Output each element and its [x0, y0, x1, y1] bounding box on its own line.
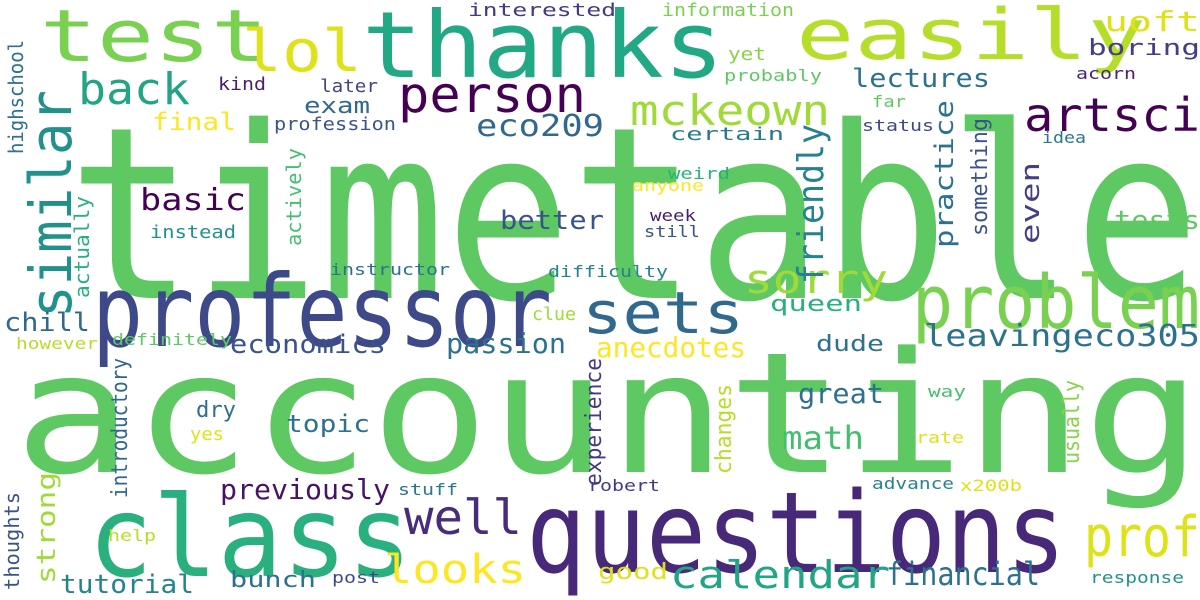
word-calendar: calendar	[670, 553, 890, 597]
word-week: week	[650, 206, 696, 225]
word-changes: changes	[712, 384, 737, 474]
word-introductory: introductory	[108, 358, 133, 498]
word-friendly: friendly	[791, 124, 832, 284]
word-class: class	[88, 473, 412, 600]
word-way: way	[928, 382, 966, 401]
word-status: status	[862, 116, 934, 135]
word-even: even	[1016, 162, 1046, 244]
word-certain: certain	[670, 124, 784, 145]
word-leavingeco305: leavingeco305	[924, 319, 1200, 354]
word-information: information	[662, 0, 794, 21]
word-profession: profession	[274, 114, 396, 135]
word-however: however	[16, 334, 98, 353]
word-anecdotes: anecdotes	[596, 331, 746, 364]
word-strong: strong	[32, 472, 62, 584]
word-timetable: timetable	[68, 75, 1200, 355]
word-yes: yes	[190, 424, 224, 445]
word-something: something	[968, 118, 993, 236]
word-problem: problem	[912, 260, 1200, 346]
word-help: help	[108, 526, 156, 545]
word-back: back	[78, 64, 190, 115]
word-stuff: stuff	[398, 480, 458, 499]
word-math: math	[782, 419, 864, 457]
word-sets: sets	[582, 279, 744, 347]
word-thoughts: thoughts	[0, 492, 24, 590]
word-difficulty: difficulty	[548, 262, 668, 281]
word-boring: boring	[1088, 36, 1200, 61]
word-acorn: acorn	[1076, 64, 1136, 83]
word-economics: economics	[230, 330, 386, 360]
word-lectures: lectures	[852, 64, 990, 94]
word-actually: actually	[70, 196, 94, 298]
word-eco209: eco209	[476, 109, 604, 144]
word-probably: probably	[724, 66, 822, 85]
word-looks: looks	[384, 547, 526, 593]
word-usually: usually	[1060, 380, 1085, 464]
word-previously: previously	[220, 473, 390, 506]
word-instructor: instructor	[330, 260, 450, 279]
word-idea: idea	[1042, 128, 1086, 147]
word-robert: robert	[588, 476, 660, 495]
word-good: good	[598, 560, 668, 585]
word-dude: dude	[816, 332, 884, 357]
word-definitely: definitely	[112, 330, 232, 349]
word-experience: experience	[582, 358, 607, 486]
word-final: final	[152, 108, 236, 136]
word-passion: passion	[446, 327, 566, 360]
word-interested: interested	[468, 0, 616, 21]
word-actively: actively	[282, 148, 306, 246]
word-financial: financial	[886, 555, 1040, 593]
word-sorry: sorry	[744, 257, 888, 303]
word-great: great	[798, 377, 884, 410]
word-better: better	[500, 206, 604, 236]
word-thanks: thanks	[362, 0, 724, 99]
word-queen: queen	[770, 292, 862, 317]
word-clue: clue	[532, 304, 576, 325]
word-yet: yet	[728, 44, 766, 65]
word-tests: tests	[1114, 206, 1200, 236]
word-practice: practice	[930, 100, 960, 248]
word-test: test	[40, 0, 268, 78]
word-advance: advance	[872, 474, 954, 493]
word-later: later	[320, 76, 378, 97]
word-rate: rate	[916, 428, 964, 447]
word-tutorial: tutorial	[60, 570, 194, 600]
word-post: post	[332, 568, 380, 587]
word-easily: easily	[796, 0, 1146, 76]
word-questions: questions	[526, 469, 1066, 599]
word-chill: chill	[4, 308, 90, 338]
word-kind: kind	[218, 74, 266, 95]
word-uoft: uoft	[1104, 5, 1200, 38]
word-x200b: x200b	[960, 476, 1022, 495]
word-exam: exam	[304, 94, 370, 119]
word-artsci: artsci	[1024, 88, 1200, 142]
word-instead: instead	[150, 222, 236, 243]
word-far: far	[872, 92, 906, 111]
word-prof: prof	[1084, 505, 1200, 570]
word-lol: lol	[242, 17, 362, 85]
word-topic: topic	[286, 410, 370, 438]
word-accounting: accounting	[14, 316, 1200, 512]
word-mckeown: mckeown	[630, 86, 830, 135]
word-highschool: highschool	[4, 40, 28, 154]
word-bunch: bunch	[230, 568, 316, 593]
word-anyone: anyone	[632, 176, 704, 195]
word-dry: dry	[196, 398, 236, 423]
word-still: still	[644, 222, 700, 241]
word-weird: weird	[668, 164, 730, 183]
word-well: well	[404, 490, 522, 546]
word-professor: professor	[92, 253, 552, 370]
word-response: response	[1090, 568, 1184, 587]
word-basic: basic	[140, 183, 246, 218]
word-person: person	[398, 66, 586, 124]
